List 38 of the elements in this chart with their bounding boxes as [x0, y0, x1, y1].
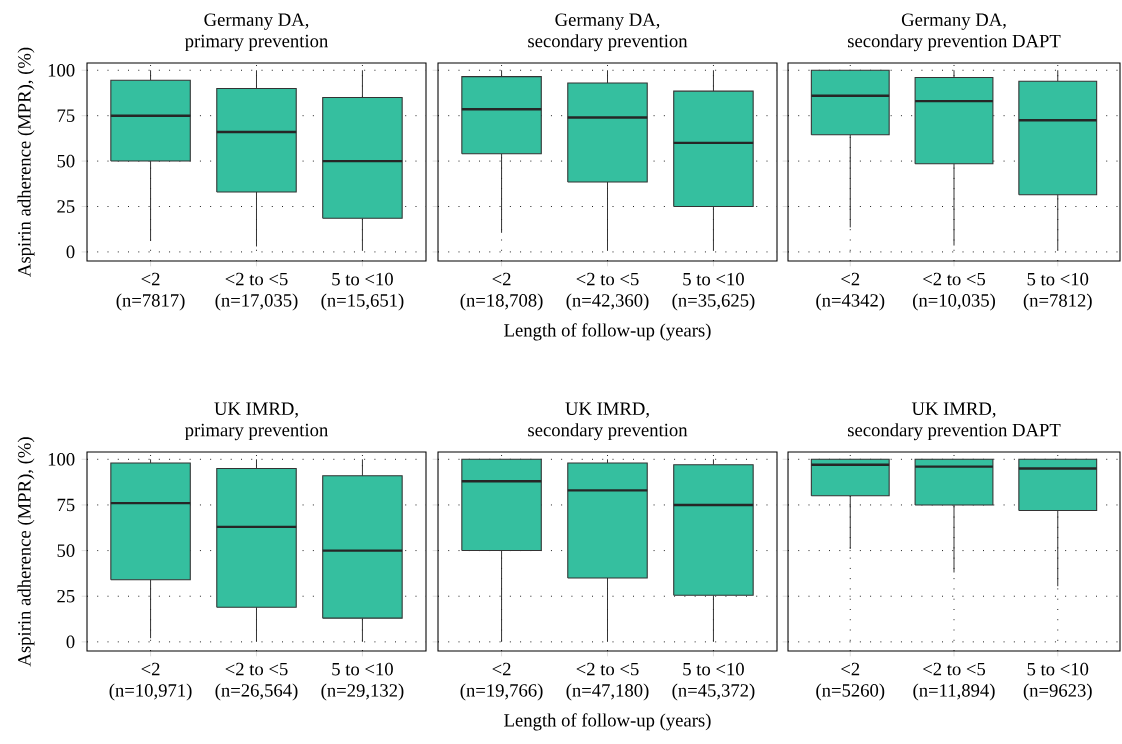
chart-title: Germany DA, secondary prevention DAPT — [847, 13, 1061, 52]
x-tick-label: <2 (n=5260) — [816, 662, 885, 701]
y-tick-label: 0 — [66, 245, 75, 259]
x-tick-label: <2 (n=4342) — [816, 272, 885, 311]
x-tick-label: 5 to <10 (n=45,372) — [672, 662, 755, 701]
x-tick-label: 5 to <10 (n=9623) — [1023, 662, 1092, 701]
x-tick-label: <2 to <5 (n=10,035) — [913, 272, 995, 311]
chart-title: Germany DA, secondary prevention — [528, 13, 688, 52]
y-tick-label: 50 — [57, 154, 75, 168]
x-tick-label: <2 to <5 (n=17,035) — [215, 272, 298, 311]
x-tick-label: <2 to <5 (n=42,360) — [566, 272, 649, 311]
y-tick-label: 100 — [48, 453, 75, 466]
y-tick-label: 25 — [57, 589, 75, 603]
chart-title: Germany DA, primary prevention — [185, 13, 329, 52]
x-tick-label: <2 to <5 (n=47,180) — [566, 662, 649, 701]
x-tick-label: <2 (n=7817) — [116, 272, 185, 311]
x-tick-label: 5 to <10 (n=15,651) — [321, 272, 404, 311]
x-axis-title: Length of follow-up (years) — [504, 323, 711, 341]
x-tick-label: <2 (n=18,708) — [460, 272, 543, 311]
x-tick-label: <2 (n=10,971) — [109, 662, 192, 701]
x-tick-label: 5 to <10 (n=29,132) — [321, 662, 404, 701]
x-tick-label: <2 to <5 (n=26,564) — [215, 662, 298, 701]
x-tick-label: <2 to <5 (n=11,894) — [913, 662, 995, 701]
y-axis-title: Aspirin adherence (MPR), (%) — [17, 47, 35, 277]
y-tick-label: 75 — [57, 109, 75, 122]
chart-title: UK IMRD, secondary prevention DAPT — [847, 402, 1061, 441]
y-axis-title: Aspirin adherence (MPR), (%) — [17, 437, 35, 667]
y-tick-label: 100 — [48, 63, 75, 77]
x-axis-title: Length of follow-up (years) — [504, 713, 711, 731]
y-tick-label: 50 — [57, 544, 75, 557]
chart-title: UK IMRD, primary prevention — [185, 402, 329, 441]
x-tick-label: 5 to <10 (n=35,625) — [672, 272, 755, 311]
y-tick-label: 25 — [57, 200, 75, 213]
y-tick-label: 75 — [57, 498, 75, 512]
chart-title: UK IMRD, secondary prevention — [528, 402, 688, 441]
x-tick-label: <2 (n=19,766) — [460, 662, 543, 701]
y-tick-label: 0 — [66, 635, 75, 649]
x-tick-label: 5 to <10 (n=7812) — [1023, 272, 1092, 311]
